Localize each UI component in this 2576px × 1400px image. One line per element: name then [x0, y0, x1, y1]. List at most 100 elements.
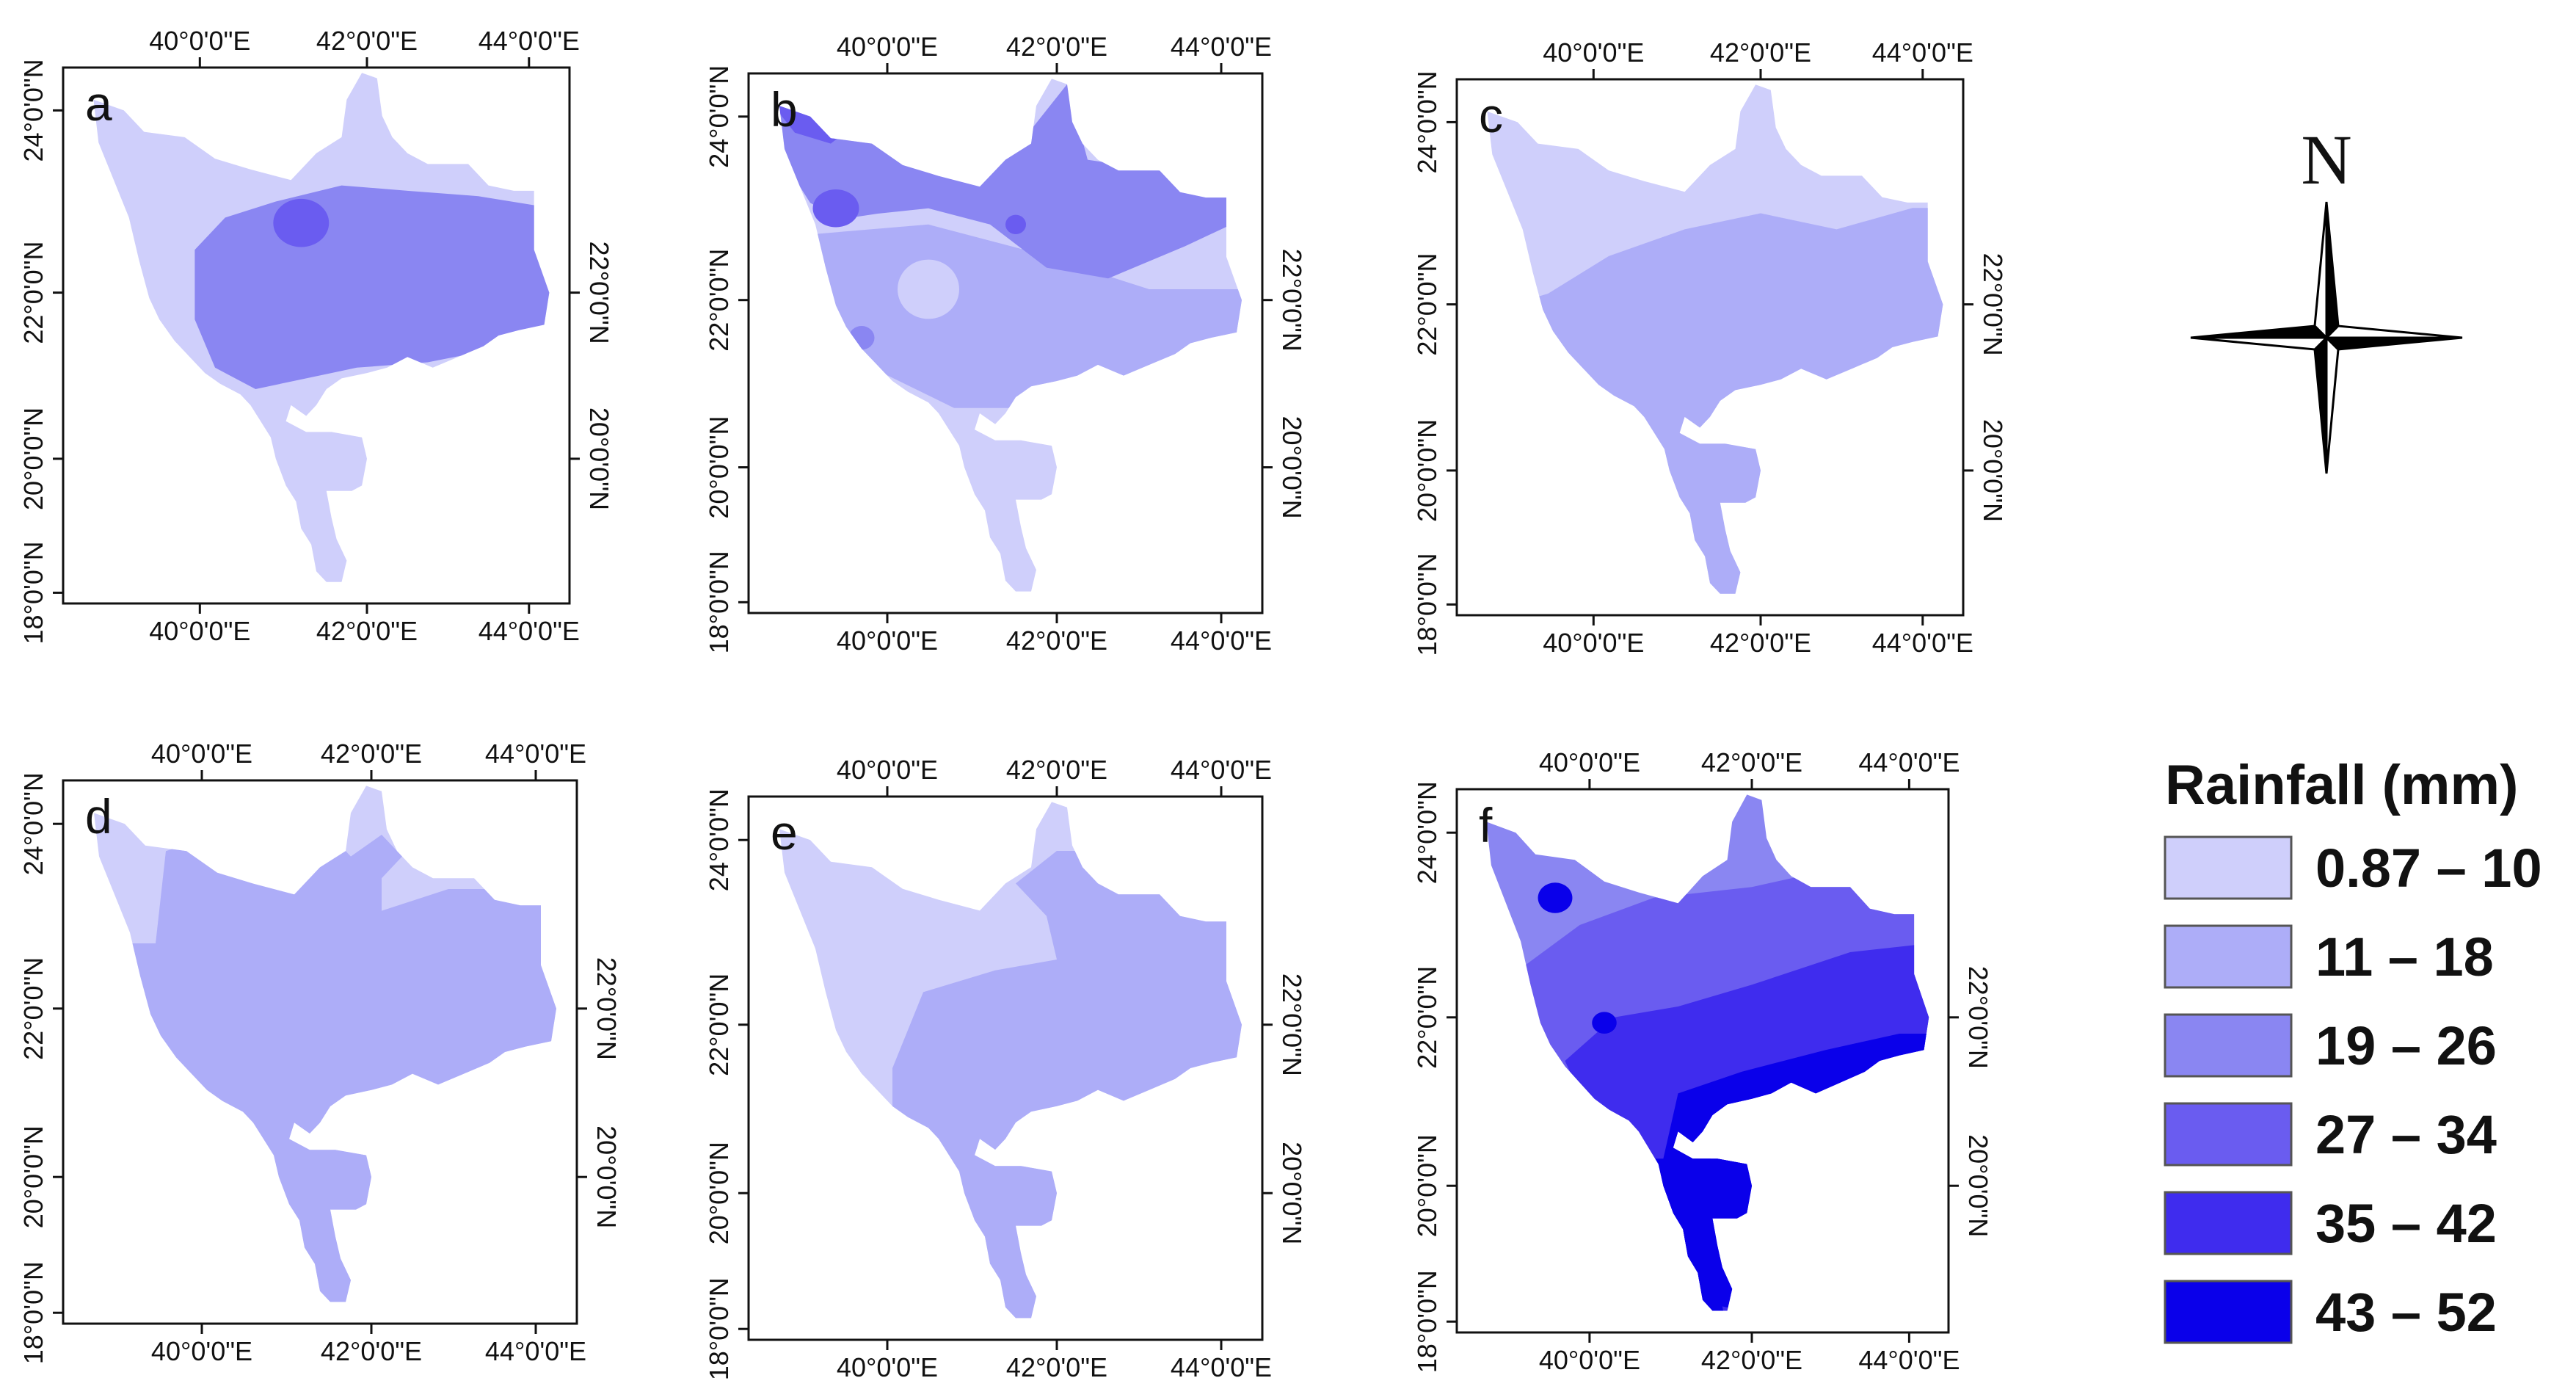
rainfall-zone-class-5	[1538, 882, 1573, 913]
latitude-tick-label: 24°0'0"N	[18, 59, 48, 162]
north-letter: N	[2301, 120, 2351, 199]
latitude-tick-label: 22°0'0"N	[584, 242, 614, 344]
longitude-tick-label: 40°0'0"E	[837, 32, 938, 62]
latitude-tick-label: 20°0'0"N	[18, 407, 48, 510]
panel-label: d	[85, 789, 112, 844]
legend-label: 0.87 – 10	[2315, 838, 2542, 899]
longitude-tick-label: 40°0'0"E	[1539, 1345, 1640, 1375]
north-arrow: N	[2190, 120, 2463, 474]
longitude-tick-label: 42°0'0"E	[316, 26, 418, 56]
longitude-tick-label: 40°0'0"E	[1543, 37, 1644, 68]
latitude-tick-label: 20°0'0"N	[1412, 419, 1442, 522]
map-panel-d: d 40°0'0"E 42°0'0"E 44°0'0"E 40°0'0"E 42°0'0"…	[18, 739, 622, 1366]
longitude-tick-label: 44°0'0"E	[1171, 755, 1272, 785]
legend-swatch	[2164, 1191, 2293, 1255]
compass-star-icon	[2190, 201, 2463, 474]
legend-entry: 35 – 42	[2164, 1191, 2497, 1255]
legend-swatch	[2164, 1013, 2293, 1078]
legend-label: 35 – 42	[2315, 1193, 2497, 1254]
longitude-tick-label: 40°0'0"E	[837, 625, 938, 656]
latitude-tick-label: 22°0'0"N	[1978, 253, 2008, 356]
latitude-tick-label: 22°0'0"N	[18, 242, 48, 344]
legend-swatch	[2164, 1280, 2293, 1344]
latitude-tick-label: 22°0'0"N	[1412, 253, 1442, 356]
longitude-tick-label: 40°0'0"E	[149, 26, 250, 56]
longitude-tick-label: 44°0'0"E	[479, 26, 580, 56]
latitude-tick-label: 18°0'0"N	[18, 541, 48, 644]
legend-entry: 43 – 52	[2164, 1280, 2497, 1344]
longitude-tick-label: 42°0'0"E	[321, 739, 422, 769]
longitude-tick-label: 40°0'0"E	[149, 616, 250, 646]
longitude-tick-label: 42°0'0"E	[316, 616, 418, 646]
latitude-tick-label: 22°0'0"N	[592, 957, 622, 1060]
legend-entry: 11 – 18	[2164, 924, 2494, 989]
longitude-tick-label: 42°0'0"E	[321, 1336, 422, 1366]
longitude-tick-label: 40°0'0"E	[837, 755, 938, 785]
longitude-tick-label: 42°0'0"E	[1701, 1345, 1802, 1375]
longitude-tick-label: 44°0'0"E	[485, 739, 586, 769]
longitude-tick-label: 44°0'0"E	[485, 1336, 586, 1366]
longitude-tick-label: 42°0'0"E	[1710, 628, 1811, 658]
rainfall-zone-class-2	[779, 84, 1231, 279]
longitude-tick-label: 44°0'0"E	[1171, 1352, 1272, 1382]
legend-swatch	[2164, 1102, 2293, 1167]
latitude-tick-label: 22°0'0"N	[1412, 966, 1442, 1069]
latitude-tick-label: 22°0'0"N	[704, 973, 734, 1076]
latitude-tick-label: 22°0'0"N	[1277, 973, 1307, 1076]
longitude-tick-label: 40°0'0"E	[151, 739, 252, 769]
map-panel-b: b 40°0'0"E 42°0'0"E 44°0'0"E 40°0'0"E 42°0'0"…	[704, 32, 1307, 656]
latitude-tick-label: 20°0'0"N	[704, 1142, 734, 1244]
latitude-tick-label: 20°0'0"N	[704, 416, 734, 518]
legend-entry: 27 – 34	[2164, 1102, 2497, 1167]
rainfall-zone-class-3	[812, 189, 859, 228]
longitude-tick-label: 44°0'0"E	[1171, 625, 1272, 656]
latitude-tick-label: 24°0'0"N	[1412, 781, 1442, 884]
latitude-tick-label: 20°0'0"N	[1963, 1134, 1993, 1237]
longitude-tick-label: 40°0'0"E	[1543, 628, 1644, 658]
longitude-tick-label: 44°0'0"E	[1872, 628, 1973, 658]
longitude-tick-label: 42°0'0"E	[1710, 37, 1811, 68]
latitude-tick-label: 24°0'0"N	[704, 788, 734, 891]
latitude-tick-label: 18°0'0"N	[1412, 1270, 1442, 1373]
longitude-tick-label: 42°0'0"E	[1006, 755, 1107, 785]
longitude-tick-label: 42°0'0"E	[1006, 32, 1107, 62]
latitude-tick-label: 24°0'0"N	[18, 772, 48, 875]
legend-entry: 0.87 – 10	[2164, 835, 2542, 900]
latitude-tick-label: 24°0'0"N	[704, 65, 734, 168]
latitude-tick-label: 18°0'0"N	[704, 551, 734, 653]
legend-label: 11 – 18	[2315, 926, 2494, 987]
map-panel-f: f 40°0'0"E 42°0'0"E 44°0'0"E 40°0'0"E 42°0'0"…	[1412, 747, 1993, 1375]
map-panels: a 40°0'0"E 42°0'0"E 44°0'0"E 40°0'0"E 42°0'0"…	[18, 26, 2008, 1382]
longitude-tick-label: 42°0'0"E	[1701, 747, 1802, 777]
rainfall-zone-class-5	[1592, 1012, 1617, 1034]
latitude-tick-label: 22°0'0"N	[18, 957, 48, 1060]
latitude-tick-label: 20°0'0"N	[1412, 1134, 1442, 1237]
panel-label: f	[1479, 798, 1493, 852]
rainfall-legend: Rainfall (mm) 0.87 – 10 11 – 18 19 – 26 27 –…	[2164, 754, 2542, 1344]
map-panel-c: c 40°0'0"E 42°0'0"E 44°0'0"E 40°0'0"E 42°0'0"…	[1412, 37, 2008, 658]
panel-label: a	[85, 76, 112, 131]
panel-label: b	[771, 82, 798, 137]
longitude-tick-label: 42°0'0"E	[1006, 1352, 1107, 1382]
longitude-tick-label: 44°0'0"E	[1872, 37, 1973, 68]
legend-entry: 19 – 26	[2164, 1013, 2497, 1078]
panel-label: e	[771, 805, 798, 860]
longitude-tick-label: 44°0'0"E	[1858, 747, 1960, 777]
latitude-tick-label: 18°0'0"N	[18, 1261, 48, 1364]
rainfall-zone-class-0	[898, 259, 959, 319]
legend-swatch	[2164, 924, 2293, 989]
legend-label: 19 – 26	[2315, 1015, 2497, 1076]
legend-swatch	[2164, 835, 2293, 900]
latitude-tick-label: 24°0'0"N	[1412, 70, 1442, 173]
latitude-tick-label: 22°0'0"N	[704, 249, 734, 352]
latitude-tick-label: 20°0'0"N	[592, 1125, 622, 1228]
rainfall-zone-class-3	[273, 198, 330, 247]
panel-label: c	[1479, 88, 1503, 142]
longitude-tick-label: 40°0'0"E	[151, 1336, 252, 1366]
latitude-tick-label: 22°0'0"N	[1277, 249, 1307, 352]
legend-label: 27 – 34	[2315, 1104, 2497, 1165]
latitude-tick-label: 20°0'0"N	[1277, 1142, 1307, 1244]
latitude-tick-label: 18°0'0"N	[1412, 553, 1442, 656]
latitude-tick-label: 20°0'0"N	[1277, 416, 1307, 518]
